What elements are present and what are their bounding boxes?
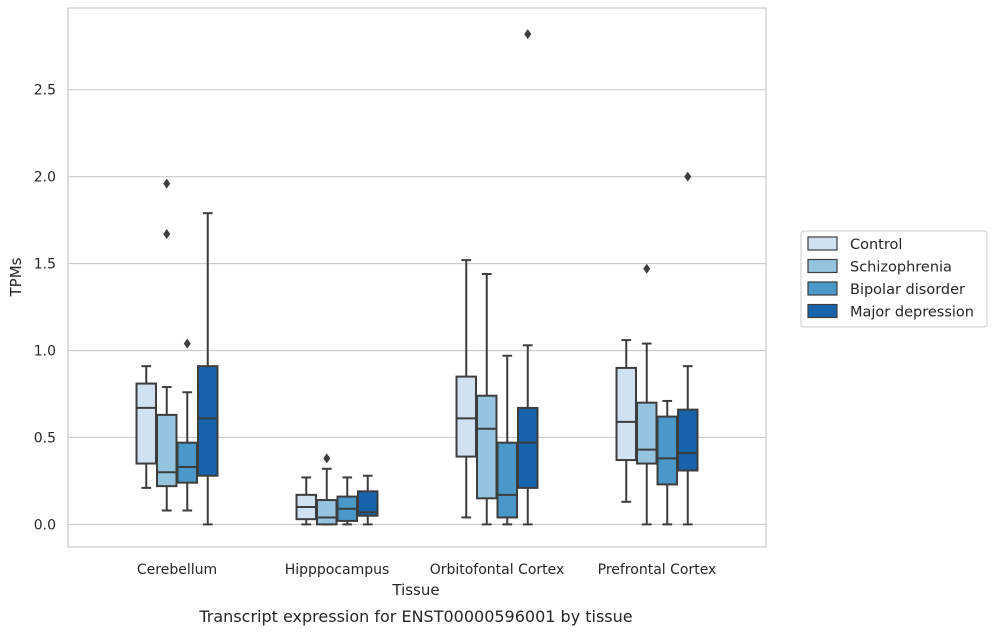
box-iqr [656,415,678,486]
box-control [455,259,477,519]
box-iqr [517,406,539,489]
box-schizophrenia [636,263,658,526]
y-tick-label: 2.0 [34,170,56,186]
outlier-point [163,178,171,189]
outlier-point [163,229,171,240]
legend-label: Bipolar disorder [850,282,965,298]
x-tick-label: Cerebellum [137,562,217,578]
plot-frame [67,7,767,548]
y-tick-label: 2.5 [34,83,56,99]
y-tick-label: 0.5 [34,430,56,446]
y-tick-label: 1.5 [34,257,56,273]
box-iqr [496,441,518,519]
box-iqr [135,382,157,465]
box-control [615,339,637,503]
legend-frame [800,230,988,328]
box-bipolar-disorder [496,354,518,526]
box-bipolar-disorder [336,476,358,526]
legend-swatch [807,303,838,319]
box-iqr [197,365,219,477]
box-iqr [176,441,198,484]
chart-caption: Transcript expression for ENST0000059600… [198,607,632,626]
box-major-depression [197,212,219,526]
x-tick-label: Orbitofontal Cortex [430,562,565,578]
box-iqr [636,401,658,465]
outlier-point [323,453,331,464]
box-control [135,365,157,489]
outlier-point [684,171,692,182]
x-tick-label: Hipppocampus [285,562,390,578]
box-schizophrenia [476,273,498,526]
legend: Control Schizophrenia Bipolar disorder Majo… [800,230,988,328]
outlier-point [183,338,191,349]
legend-swatch [807,281,838,296]
legend-label: Schizophrenia [850,260,952,276]
box-iqr [156,413,178,488]
y-tick-labels: 0.0 0.5 1.0 1.5 2.0 2.5 [34,83,56,534]
box-major-depression [357,474,379,526]
legend-swatch [807,258,838,274]
x-tick-labels: Cerebellum Hipppocampus Orbitofontal Corte… [137,562,716,578]
box-series [135,29,699,526]
box-bipolar-disorder [656,399,678,526]
outlier-point [643,263,651,274]
legend-label: Major depression [850,305,974,321]
box-schizophrenia [156,178,178,512]
x-tick-label: Prefrontal Cortex [598,562,717,578]
box-schizophrenia [316,453,338,526]
box-iqr [316,499,338,526]
box-iqr [455,375,477,458]
box-iqr [357,490,379,517]
legend-swatch [807,236,838,251]
box-iqr [677,408,699,472]
grid-lines [68,89,766,525]
x-axis-label: Tissue [391,581,439,599]
y-tick-label: 0.0 [34,517,56,533]
legend-label: Control [850,237,902,253]
box-iqr [615,366,637,462]
box-major-depression [677,171,699,526]
outlier-point [524,29,532,40]
y-axis-label: TPMs [7,257,25,297]
box-major-depression [517,29,539,526]
box-control [295,476,317,526]
box-bipolar-disorder [176,338,198,512]
y-tick-label: 1.0 [34,344,56,360]
box-iqr [476,394,498,500]
